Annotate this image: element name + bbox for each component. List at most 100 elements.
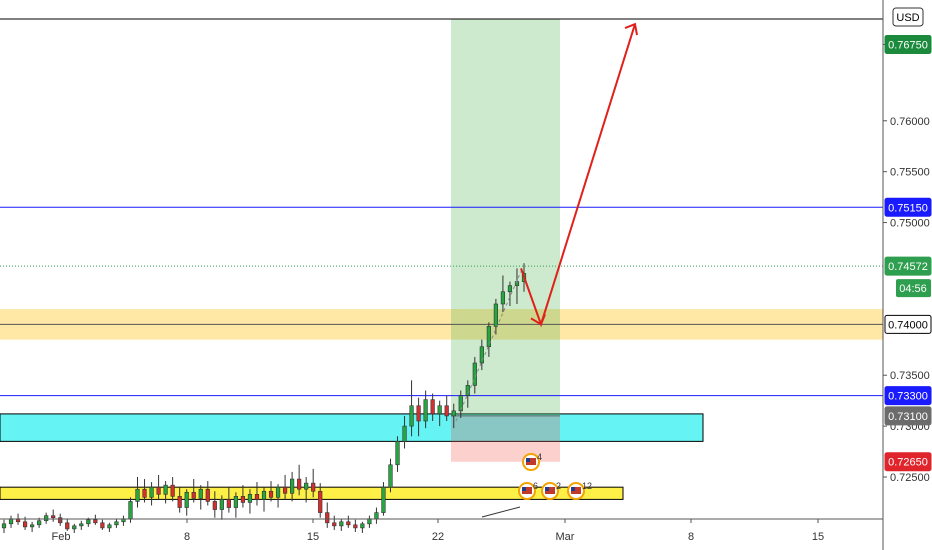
- svg-text:0.74572: 0.74572: [888, 261, 928, 273]
- x-tick-label: 15: [307, 531, 319, 543]
- long-position-tool[interactable]: [451, 19, 560, 462]
- candle: [360, 521, 365, 533]
- price-label: 0.74572: [884, 256, 932, 276]
- candle: [219, 495, 224, 520]
- x-tick-label: 15: [812, 531, 824, 543]
- candle: [107, 522, 112, 532]
- price-label: 0.73300: [884, 386, 932, 406]
- currency-badge[interactable]: USD: [892, 7, 924, 27]
- candle: [416, 397, 421, 437]
- price-axis[interactable]: 0.725000.730000.735000.750000.755000.760…: [883, 39, 930, 484]
- candle: [444, 395, 449, 422]
- candle: [275, 484, 281, 508]
- candle: [177, 487, 182, 513]
- us-flag-event-icon[interactable]: 6: [518, 481, 538, 500]
- candle: [65, 518, 70, 531]
- us-flag-event-icon[interactable]: 2: [541, 481, 561, 500]
- candle: [465, 380, 470, 408]
- candle: [339, 518, 344, 531]
- y-tick-label: 0.73500: [890, 370, 930, 382]
- candle: [311, 468, 316, 498]
- candle: [233, 492, 238, 518]
- candle: [261, 487, 267, 512]
- candle: [402, 415, 407, 449]
- candle: [430, 393, 435, 422]
- zones-layer: [0, 309, 883, 500]
- candle: [247, 489, 253, 514]
- svg-text:04:56: 04:56: [899, 283, 927, 295]
- price-label: 0.74000: [884, 314, 932, 334]
- candle: [493, 298, 498, 335]
- candle: [149, 482, 154, 506]
- y-tick-label: 0.75500: [890, 167, 930, 179]
- us-flag-event-icon[interactable]: 12: [567, 481, 592, 500]
- zone-cyan[interactable]: [0, 413, 704, 442]
- svg-text:0.74000: 0.74000: [888, 319, 928, 331]
- svg-text:0.73300: 0.73300: [888, 391, 928, 403]
- candle: [156, 474, 161, 500]
- candle: [268, 481, 274, 502]
- candle: [114, 518, 119, 528]
- candle: [290, 471, 295, 502]
- candle: [353, 519, 358, 532]
- candle: [163, 481, 168, 504]
- svg-text:0.73100: 0.73100: [888, 411, 928, 423]
- candle: [212, 491, 217, 518]
- candle: [240, 485, 246, 508]
- candle: [184, 489, 189, 516]
- y-tick-label: 0.72500: [890, 472, 930, 484]
- candle: [205, 481, 210, 506]
- economic-events-layer[interactable]: 4 6 2 12: [518, 452, 592, 500]
- candle: [226, 487, 231, 513]
- candle: [500, 275, 506, 313]
- candle: [72, 523, 77, 533]
- candle: [325, 502, 330, 528]
- candle: [44, 512, 49, 524]
- price-label: 0.72650: [884, 452, 932, 472]
- x-tick-label: 8: [184, 531, 190, 543]
- countdown-label: 04:56: [896, 279, 931, 298]
- position-profit-area[interactable]: [451, 19, 560, 416]
- candle: [381, 482, 386, 516]
- candle: [142, 479, 147, 503]
- candle: [1, 519, 7, 533]
- candle: [93, 514, 98, 525]
- price-label: 0.73100: [884, 406, 932, 426]
- candle: [198, 485, 203, 510]
- candle: [409, 380, 414, 437]
- candles-layer: [1, 263, 527, 533]
- horizontal-lines-layer: [0, 18, 883, 397]
- svg-text:12: 12: [582, 481, 592, 491]
- candle: [121, 515, 126, 526]
- candle: [100, 519, 105, 530]
- x-tick-label: Mar: [556, 531, 575, 543]
- time-axis[interactable]: Feb 8 15 22 Mar 8 15: [52, 519, 825, 543]
- candle: [304, 477, 309, 503]
- trend-line-bottom[interactable]: [481, 506, 521, 518]
- candle: [51, 509, 56, 522]
- candle: [318, 483, 323, 518]
- candle: [170, 477, 175, 502]
- arrow-head-top: [624, 22, 638, 36]
- svg-text:6: 6: [533, 481, 538, 491]
- arrow-head-bottom: [530, 313, 546, 326]
- candle: [135, 477, 140, 508]
- candle: [282, 474, 288, 500]
- candle: [191, 479, 196, 503]
- svg-text:0.75150: 0.75150: [888, 202, 928, 214]
- candle: [8, 515, 14, 528]
- candle: [58, 513, 63, 526]
- candle: [458, 390, 463, 418]
- candle: [479, 339, 484, 371]
- candle: [297, 464, 302, 496]
- x-tick-label: 22: [432, 531, 444, 543]
- candle: [437, 400, 442, 427]
- candle: [79, 520, 84, 530]
- projection-arrow-layer[interactable]: [481, 22, 638, 518]
- candle: [30, 521, 35, 532]
- us-flag-event-icon[interactable]: 4: [522, 452, 542, 471]
- position-loss-area[interactable]: [451, 415, 560, 462]
- candle: [254, 482, 260, 506]
- price-label: 0.75150: [884, 197, 932, 217]
